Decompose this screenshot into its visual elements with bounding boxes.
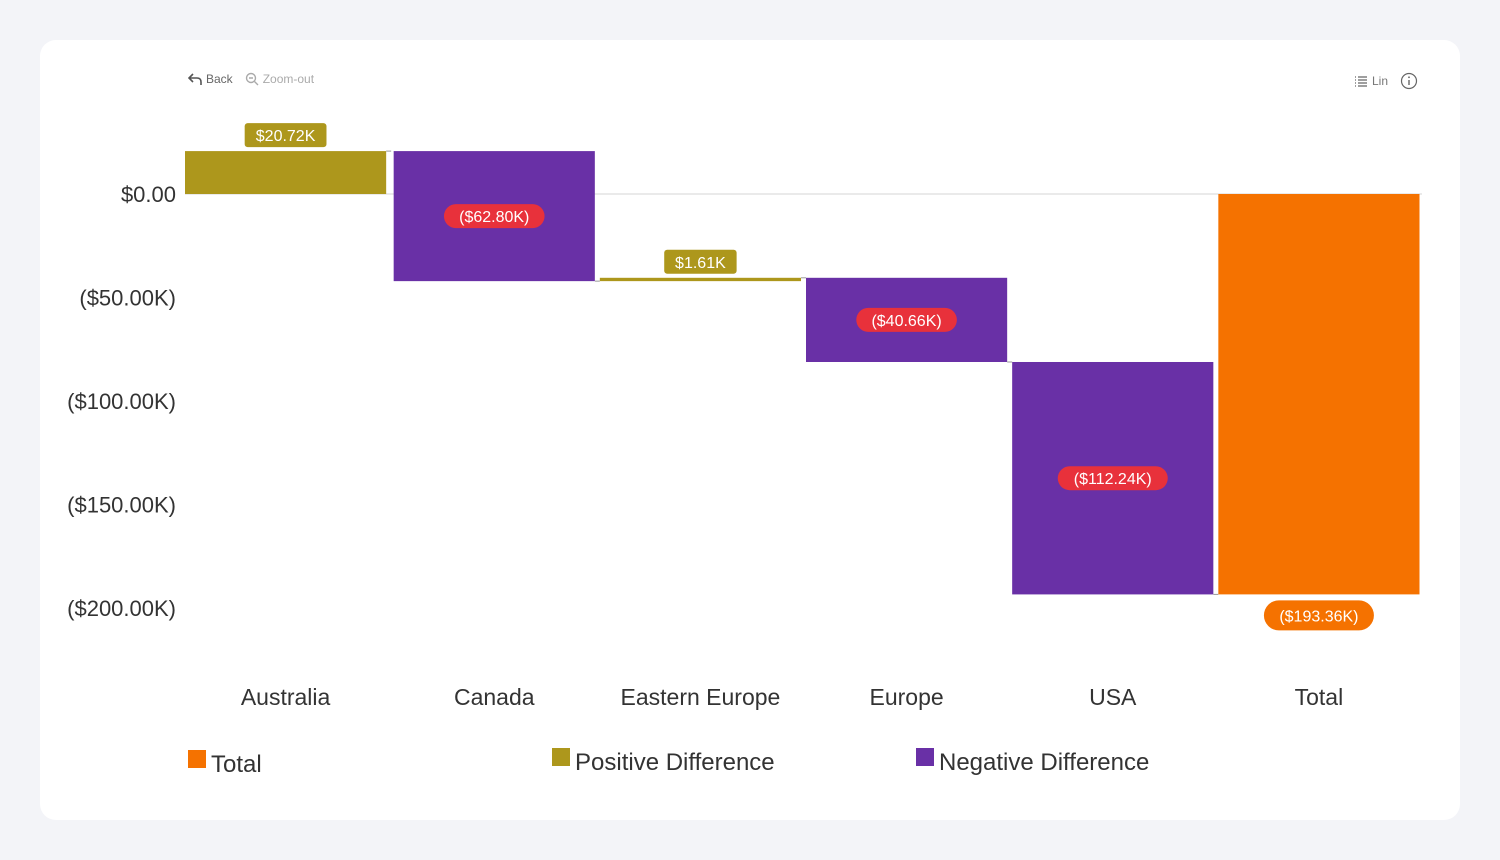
back-arrow-icon: [188, 73, 202, 85]
x-tick-label: Eastern Europe: [621, 684, 781, 710]
data-label-bg: [1057, 466, 1168, 491]
y-tick-label: ($200.00K): [67, 596, 176, 621]
data-label: ($40.66K): [871, 313, 941, 330]
scale-label: Lin: [1371, 74, 1388, 88]
legend-item-negative-difference[interactable]: Negative Difference: [916, 748, 1149, 776]
legend-item-positive-difference[interactable]: Positive Difference: [552, 748, 775, 776]
x-tick-label: Total: [1295, 684, 1344, 710]
legend-label: Total: [211, 751, 262, 778]
info-icon: [1400, 72, 1418, 90]
y-tick-label: $0.00: [121, 182, 176, 207]
data-label-bg: [1263, 600, 1374, 631]
data-label: ($193.36K): [1279, 608, 1358, 625]
x-tick-label: Canada: [454, 684, 535, 710]
back-button[interactable]: Back: [188, 72, 233, 86]
y-tick-label: ($150.00K): [67, 493, 176, 518]
zoom-out-icon: [245, 72, 259, 86]
x-tick-label: Australia: [241, 684, 331, 710]
back-label: Back: [206, 72, 233, 86]
y-tick-label: ($50.00K): [79, 286, 176, 311]
data-label-bg: [244, 123, 327, 148]
x-tick-label: USA: [1089, 684, 1137, 710]
legend-swatch: [552, 748, 570, 766]
data-label-bg: [443, 204, 545, 229]
bar-eastern-europe[interactable]: [599, 277, 801, 282]
info-button[interactable]: [1400, 72, 1418, 90]
chart-toolbar-left: Back Zoom-out: [188, 72, 314, 86]
data-label: ($62.80K): [459, 209, 529, 226]
y-tick-label: ($100.00K): [67, 389, 176, 414]
scale-toggle[interactable]: Lin: [1354, 74, 1388, 88]
legend-label: Negative Difference: [939, 749, 1149, 776]
bar-total[interactable]: [1218, 194, 1420, 595]
bar-australia[interactable]: [185, 151, 387, 194]
legend-label: Positive Difference: [575, 749, 775, 776]
zoom-out-label: Zoom-out: [262, 72, 315, 86]
data-label: $1.61K: [675, 255, 726, 272]
data-label: $20.72K: [256, 128, 316, 145]
legend-item-total[interactable]: Total: [188, 750, 262, 778]
x-tick-label: Europe: [869, 684, 943, 710]
list-icon: [1354, 76, 1367, 87]
zoom-out-button[interactable]: Zoom-out: [245, 72, 314, 86]
legend-swatch: [916, 748, 934, 766]
chart-toolbar-right: Lin: [1354, 72, 1418, 90]
data-label-bg: [664, 249, 737, 274]
data-label: ($112.24K): [1074, 471, 1152, 488]
legend-swatch: [188, 750, 206, 768]
data-label-bg: [856, 307, 957, 332]
